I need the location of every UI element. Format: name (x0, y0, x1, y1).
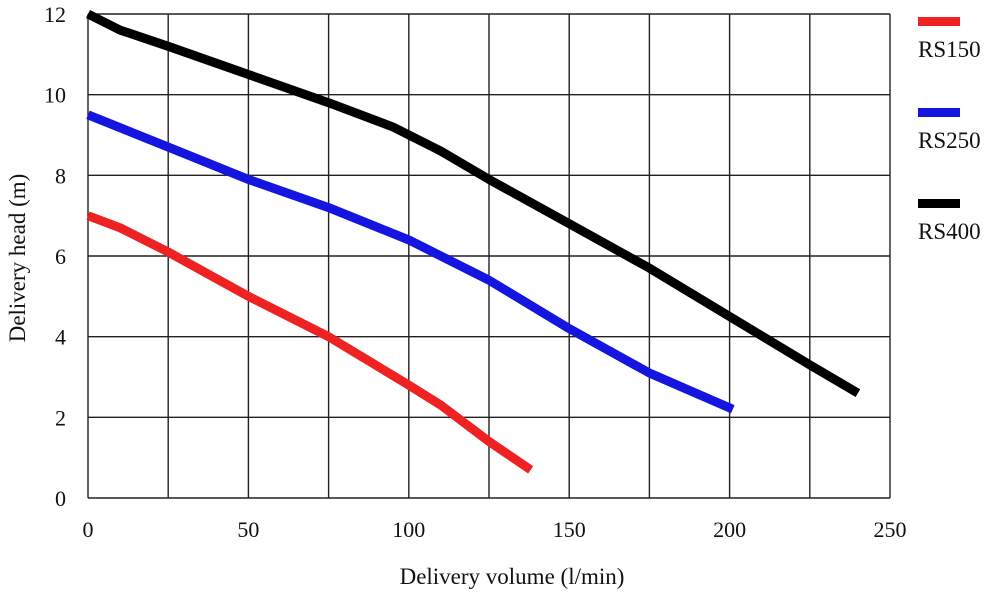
y-tick-labels: 0 2 4 6 8 10 12 (44, 2, 66, 511)
x-tick-labels: 0 50 100 150 200 250 (83, 517, 907, 542)
y-tick-label: 4 (55, 325, 66, 350)
grid (87, 13, 891, 499)
y-tick-label: 6 (55, 244, 66, 269)
series-line-rs150 (86, 211, 534, 474)
x-tick-label: 250 (874, 517, 907, 542)
y-axis-title: Delivery head (m) (5, 174, 30, 343)
series-line-rs400 (85, 9, 861, 397)
legend-label-rs400: RS400 (918, 219, 981, 244)
y-tick-label: 8 (55, 163, 66, 188)
series-line-rs250 (86, 110, 735, 414)
x-tick-label: 0 (83, 517, 94, 542)
y-tick-label: 12 (44, 2, 66, 27)
y-tick-label: 0 (55, 486, 66, 511)
x-tick-label: 150 (553, 517, 586, 542)
legend-swatch-rs400 (918, 199, 960, 208)
y-tick-label: 10 (44, 83, 66, 108)
x-tick-label: 50 (237, 517, 259, 542)
legend-label-rs250: RS250 (918, 128, 981, 153)
y-tick-label: 2 (55, 405, 66, 430)
legend-swatch-rs250 (918, 108, 960, 117)
legend: RS150 RS250 RS400 (918, 17, 981, 244)
legend-label-rs150: RS150 (918, 37, 981, 62)
x-tick-label: 200 (713, 517, 746, 542)
legend-swatch-rs150 (918, 17, 960, 26)
x-axis-title: Delivery volume (l/min) (400, 564, 625, 589)
series-lines (85, 9, 861, 474)
x-tick-label: 100 (392, 517, 425, 542)
